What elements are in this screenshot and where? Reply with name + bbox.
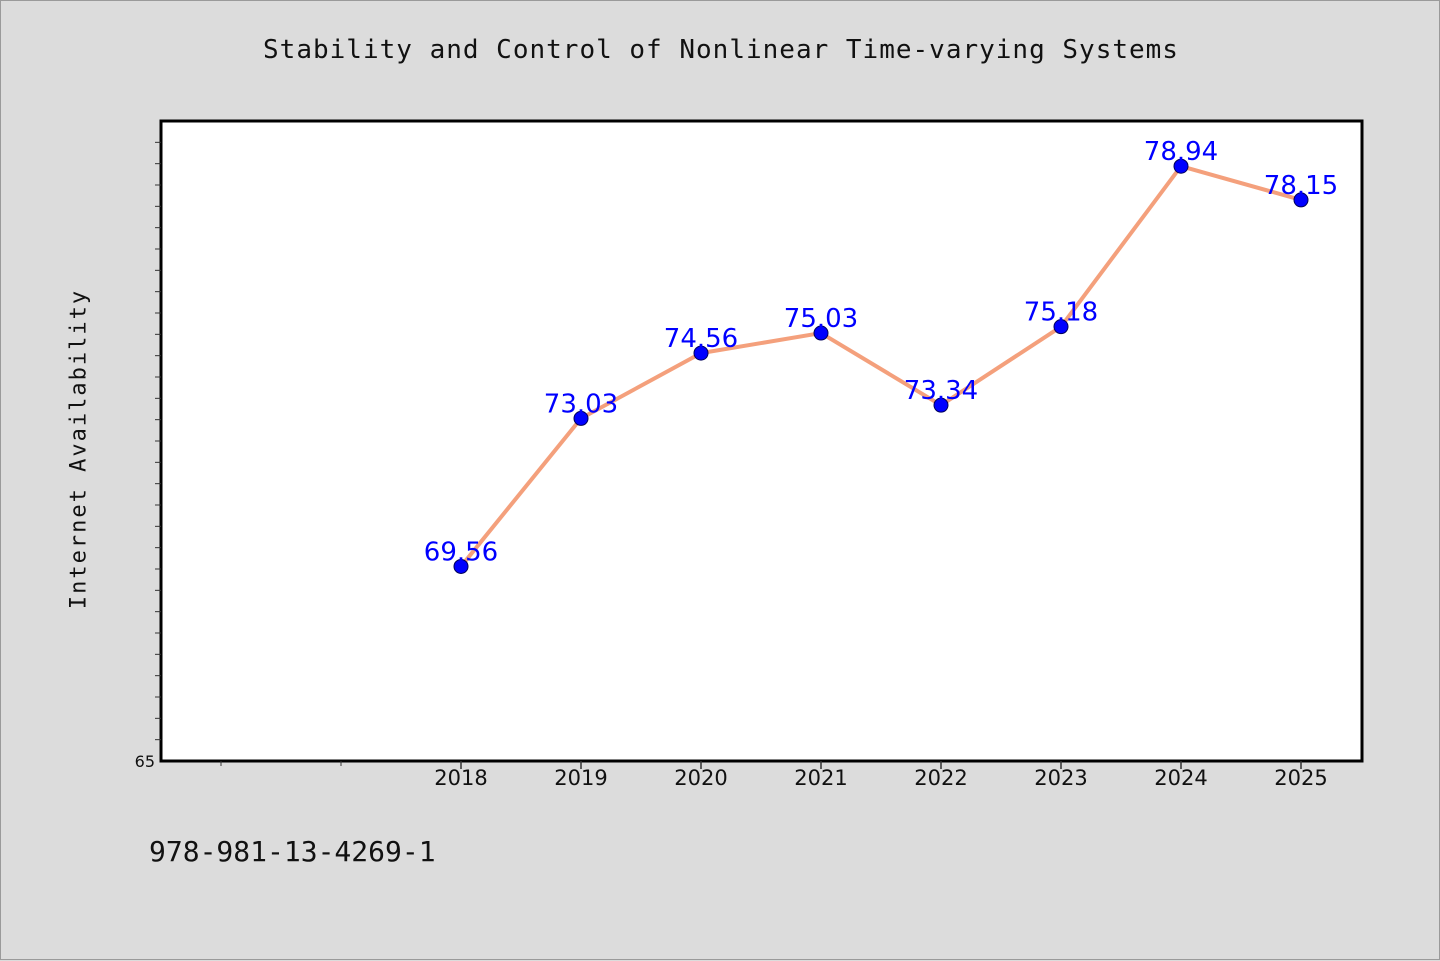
data-point [693, 345, 709, 361]
x-tick-label: 2021 [794, 766, 847, 790]
x-tick-label: 2023 [1034, 766, 1087, 790]
plot-area [159, 119, 1364, 763]
y-tick-label: 65 [135, 752, 155, 771]
data-label: 75.03 [784, 304, 858, 334]
series-line [459, 164, 1302, 568]
data-point [1173, 158, 1189, 174]
data-label: 74.56 [664, 324, 738, 354]
data-point [453, 558, 469, 574]
data-label: 78.94 [1144, 137, 1218, 167]
data-label: 78.15 [1264, 171, 1338, 201]
x-tick-label: 2018 [434, 766, 487, 790]
data-label: 73.34 [904, 376, 978, 406]
data-point [1053, 319, 1069, 335]
x-tick-label: 2024 [1154, 766, 1207, 790]
chart-title: Stability and Control of Nonlinear Time-… [263, 35, 1179, 65]
data-label: 75.18 [1024, 298, 1098, 328]
data-point [573, 410, 589, 426]
isbn-code: 978-981-13-4269-1 [149, 835, 436, 868]
data-label: 73.03 [544, 389, 618, 419]
data-point [1293, 192, 1309, 208]
x-tick-label: 2019 [554, 766, 607, 790]
data-point [813, 325, 829, 341]
x-tick-label: 2020 [674, 766, 727, 790]
data-point [933, 397, 949, 413]
data-label: 69.56 [424, 537, 498, 567]
x-tick-label: 2022 [914, 766, 967, 790]
x-tick-label: 2025 [1274, 766, 1327, 790]
